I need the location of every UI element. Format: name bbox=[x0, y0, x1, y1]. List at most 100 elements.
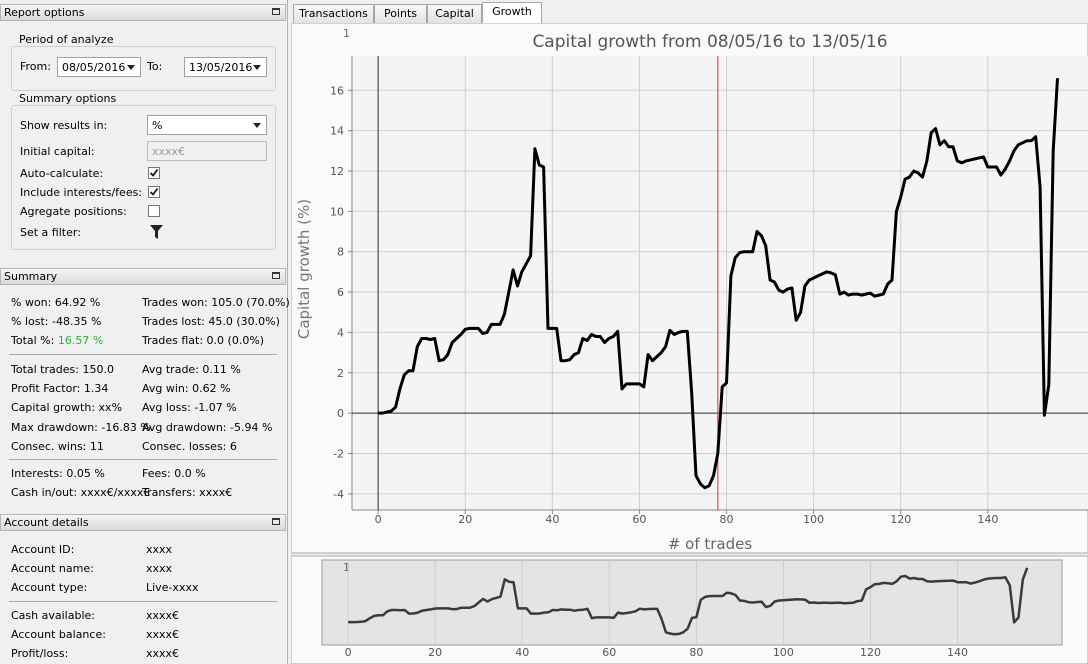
header-title: Report options bbox=[4, 6, 85, 19]
stat-value: 105.0 (70.0%) bbox=[211, 296, 290, 309]
corner-label: 1 bbox=[343, 561, 350, 574]
account-header: Account details bbox=[0, 514, 286, 531]
x-tick-label: 40 bbox=[515, 646, 529, 659]
x-tick-label: 120 bbox=[860, 646, 881, 659]
stat-label: Avg win: bbox=[142, 382, 189, 396]
initial-capital-input[interactable]: xxxx€ bbox=[147, 141, 267, 161]
account-label: Account name: bbox=[11, 562, 94, 575]
stat-label: Trades lost: bbox=[142, 315, 205, 329]
checkbox[interactable] bbox=[148, 205, 160, 217]
x-tick-label: 100 bbox=[803, 513, 824, 526]
stat-label: Avg loss: bbox=[142, 401, 191, 415]
stat: Avg win: 0.62 % bbox=[142, 382, 231, 395]
from-date[interactable]: 08/05/2016 bbox=[57, 57, 141, 77]
stat: % won: 64.92 % bbox=[11, 296, 100, 309]
y-tick-label: 4 bbox=[337, 326, 344, 339]
stat-value: 0.05 % bbox=[66, 467, 105, 480]
stat-value: 0.0 (0.0%) bbox=[206, 334, 265, 348]
stat-label: % won: bbox=[11, 296, 52, 309]
float-button[interactable] bbox=[272, 272, 280, 279]
checkbox[interactable] bbox=[148, 167, 160, 179]
x-tick-label: 60 bbox=[632, 513, 646, 526]
stat: Avg loss: -1.07 % bbox=[142, 401, 237, 414]
float-button[interactable] bbox=[272, 8, 280, 15]
stat-label: Total %: bbox=[11, 334, 55, 348]
label: Show results in: bbox=[20, 119, 108, 132]
y-tick-label: 8 bbox=[337, 246, 344, 259]
stat-value: 11 bbox=[89, 439, 104, 453]
stat: Consec. wins: 11 bbox=[11, 440, 104, 453]
x-tick-label: 20 bbox=[428, 646, 442, 659]
stat: Fees: 0.0 % bbox=[142, 467, 206, 480]
stat-value: 0.62 % bbox=[192, 382, 231, 396]
stat: Consec. losses: 6 bbox=[142, 440, 237, 453]
placeholder: xxxx€ bbox=[152, 145, 186, 158]
float-button[interactable] bbox=[272, 518, 280, 525]
x-tick-label: 140 bbox=[947, 646, 968, 659]
stat: Avg trade: 0.11 % bbox=[142, 363, 241, 376]
report-options-header: Report options bbox=[0, 4, 286, 21]
series-line bbox=[378, 78, 1059, 490]
stat-value: xxxx€ bbox=[199, 486, 233, 500]
separator bbox=[9, 601, 277, 602]
summary-header: Summary bbox=[0, 268, 286, 285]
corner-label: 1 bbox=[343, 27, 350, 40]
stat-label: Cash in/out: bbox=[11, 486, 78, 500]
tab[interactable]: Points bbox=[374, 4, 427, 23]
y-tick-label: 10 bbox=[330, 205, 344, 218]
stat-value: -1.07 % bbox=[194, 401, 237, 415]
stat-value: -16.83 % bbox=[101, 420, 151, 434]
y-tick-label: 0 bbox=[337, 407, 344, 420]
summary-options-group bbox=[11, 105, 276, 250]
account-value: xxxx€ bbox=[146, 628, 180, 641]
label: Include interests/fees: bbox=[20, 186, 143, 199]
stat-value: 45.0 (30.0%) bbox=[208, 315, 280, 329]
account-label: Cash available: bbox=[11, 609, 95, 622]
y-tick-label: -2 bbox=[333, 448, 344, 461]
stat: Total %: 16.57 % bbox=[11, 334, 103, 347]
to-date[interactable]: 13/05/2016 bbox=[184, 57, 267, 77]
stat: Profit Factor: 1.34 bbox=[11, 382, 108, 395]
y-tick-label: -4 bbox=[333, 488, 344, 501]
stat-label: Transfers: bbox=[142, 486, 196, 500]
header-title: Summary bbox=[4, 270, 58, 283]
stat: Transfers: xxxx€ bbox=[142, 486, 232, 499]
filter-icon[interactable] bbox=[149, 224, 164, 241]
check-mark bbox=[149, 187, 159, 196]
stat-value: xxxx€/xxxx€ bbox=[80, 486, 151, 500]
account-label: Profit/loss: bbox=[11, 647, 69, 660]
stat: Avg drawdown: -5.94 % bbox=[142, 421, 272, 434]
stat-label: Trades won: bbox=[142, 296, 208, 309]
stat: Trades flat: 0.0 (0.0%) bbox=[142, 334, 264, 347]
label: Set a filter: bbox=[20, 226, 81, 239]
label: Initial capital: bbox=[20, 145, 95, 158]
x-tick-label: 120 bbox=[890, 513, 911, 526]
tab[interactable]: Transactions bbox=[293, 4, 374, 23]
stat-label: Consec. losses: bbox=[142, 439, 227, 453]
stat-label: Consec. wins: bbox=[11, 439, 87, 453]
tab[interactable]: Growth bbox=[482, 2, 542, 24]
overview-area bbox=[321, 559, 1063, 646]
stat-value: 150.0 bbox=[82, 363, 114, 376]
stat: Trades won: 105.0 (70.0%) bbox=[142, 296, 290, 309]
stat: % lost: -48.35 % bbox=[11, 315, 101, 328]
stat: Cash in/out: xxxx€/xxxx€ bbox=[11, 486, 150, 499]
label: To: bbox=[147, 60, 163, 73]
y-tick-label: 12 bbox=[330, 165, 344, 178]
stat-label: Avg trade: bbox=[142, 363, 199, 376]
tab[interactable]: Capital bbox=[427, 4, 482, 23]
account-value: Live-xxxx bbox=[146, 581, 199, 594]
chart-title: Capital growth from 08/05/16 to 13/05/16 bbox=[532, 32, 887, 52]
account-label: Account ID: bbox=[11, 543, 75, 556]
x-tick-label: 0 bbox=[345, 646, 352, 659]
checkbox[interactable] bbox=[148, 186, 160, 198]
group-title: Period of analyze bbox=[16, 33, 117, 46]
stat-value: xx% bbox=[98, 401, 123, 415]
results-unit[interactable]: % bbox=[147, 115, 267, 135]
stat-label: Profit Factor: bbox=[11, 382, 81, 396]
stat-label: Total trades: bbox=[11, 363, 79, 376]
stat: Trades lost: 45.0 (30.0%) bbox=[142, 315, 280, 328]
stat-value: 6 bbox=[229, 439, 237, 453]
separator bbox=[9, 354, 277, 355]
stat: Total trades: 150.0 bbox=[11, 363, 114, 376]
